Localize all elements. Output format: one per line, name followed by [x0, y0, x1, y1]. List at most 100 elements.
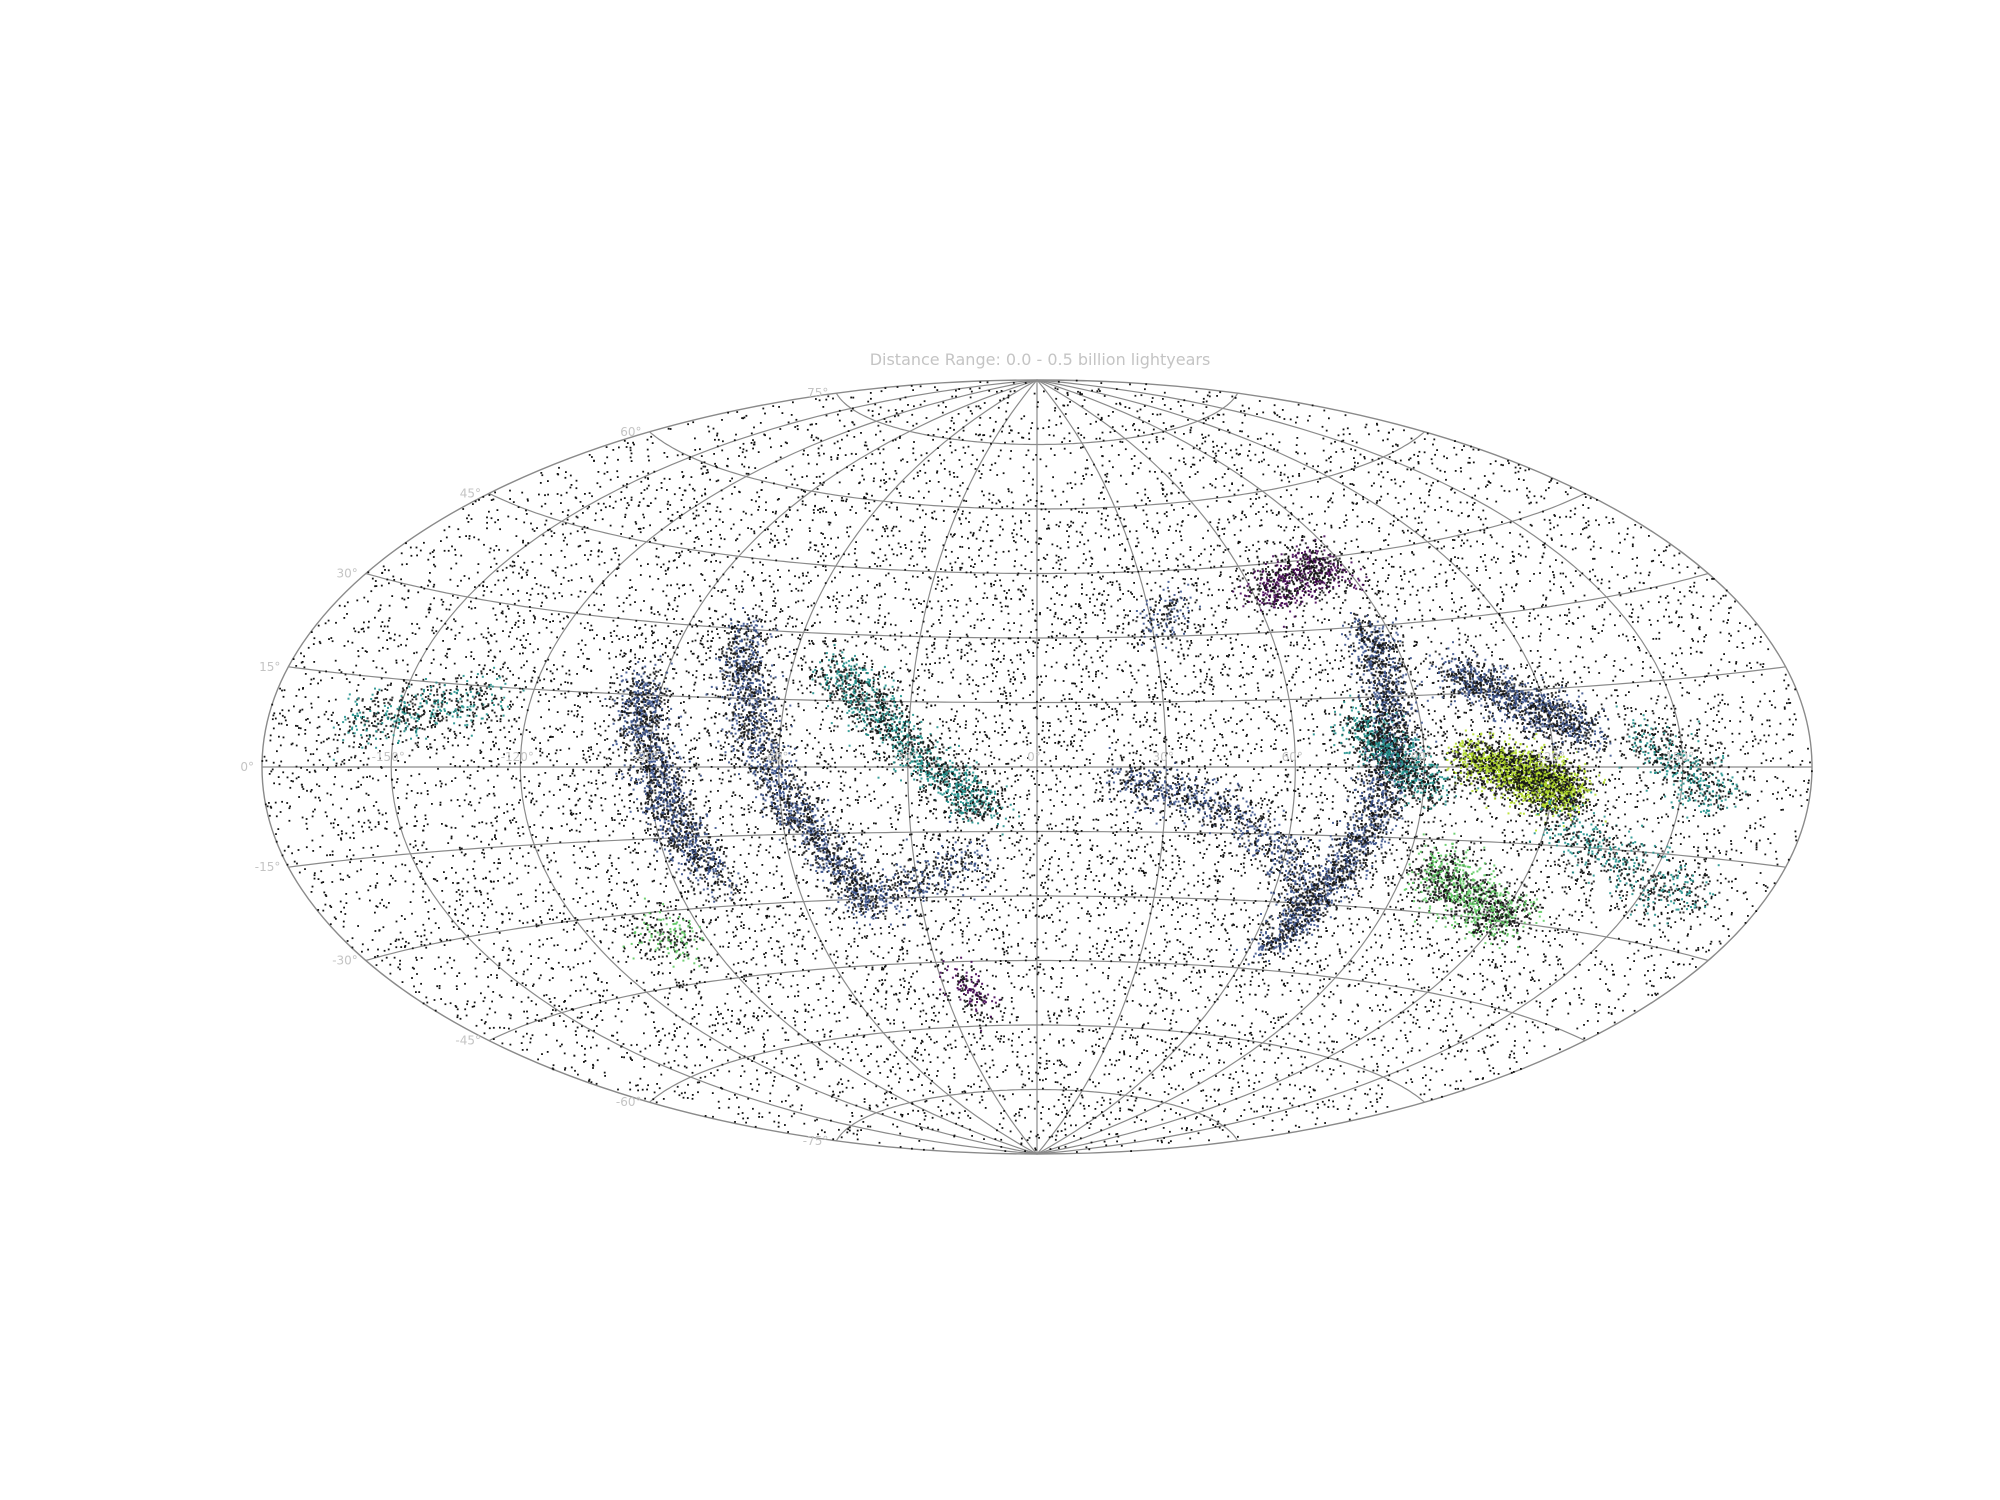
galaxy-point: [978, 1085, 981, 1088]
galaxy-point: [391, 743, 394, 745]
galaxy-point: [1010, 1000, 1013, 1003]
galaxy-point: [367, 571, 370, 574]
galaxy-point: [1423, 840, 1426, 842]
galaxy-point: [669, 639, 672, 642]
galaxy-point: [1520, 1068, 1522, 1070]
galaxy-point: [1353, 465, 1356, 468]
galaxy-point: [996, 909, 998, 911]
galaxy-point: [738, 892, 741, 894]
galaxy-point: [490, 566, 492, 568]
galaxy-point: [1163, 680, 1165, 682]
galaxy-point: [948, 777, 951, 779]
galaxy-point: [879, 548, 882, 551]
galaxy-point: [1206, 581, 1209, 584]
galaxy-point: [1278, 441, 1281, 444]
galaxy-point: [643, 811, 646, 814]
galaxy-point: [1540, 632, 1542, 635]
galaxy-point: [1491, 1043, 1494, 1046]
galaxy-point: [534, 866, 537, 869]
galaxy-point: [969, 1117, 972, 1119]
galaxy-point: [710, 1072, 712, 1074]
galaxy-point: [1536, 890, 1538, 893]
galaxy-point: [1488, 728, 1491, 730]
galaxy-point: [637, 852, 639, 854]
galaxy-point: [1262, 506, 1265, 508]
galaxy-point: [1045, 651, 1048, 653]
galaxy-point: [1258, 630, 1260, 633]
galaxy-point: [1021, 937, 1024, 940]
galaxy-point: [1306, 972, 1309, 975]
galaxy-point: [1424, 1084, 1427, 1087]
galaxy-point: [771, 1084, 774, 1087]
galaxy-point: [1262, 978, 1264, 981]
galaxy-point: [359, 674, 361, 677]
galaxy-point: [1217, 861, 1220, 863]
galaxy-point: [894, 746, 897, 749]
galaxy-point: [1046, 722, 1049, 724]
galaxy-point: [1332, 726, 1335, 729]
galaxy-point: [313, 874, 316, 877]
galaxy-point: [911, 814, 913, 817]
galaxy-point: [877, 806, 880, 809]
galaxy-point: [562, 654, 565, 657]
galaxy-point: [595, 687, 598, 690]
galaxy-point: [938, 1011, 940, 1014]
galaxy-point: [577, 705, 579, 707]
galaxy-point: [690, 970, 693, 973]
galaxy-point: [841, 595, 844, 597]
galaxy-point: [1198, 924, 1201, 927]
galaxy-point: [981, 872, 984, 874]
galaxy-point: [698, 620, 701, 622]
galaxy-point: [376, 873, 378, 875]
galaxy-point: [1181, 1060, 1183, 1063]
galaxy-point: [906, 952, 909, 955]
galaxy-point: [446, 656, 449, 659]
galaxy-point: [1344, 542, 1347, 545]
galaxy-point: [956, 649, 959, 652]
galaxy-point: [1022, 828, 1025, 830]
galaxy-point: [368, 620, 370, 623]
galaxy-point: [1122, 954, 1124, 956]
galaxy-point: [1048, 1136, 1051, 1139]
galaxy-point: [575, 829, 578, 832]
galaxy-point: [1042, 1129, 1045, 1132]
galaxy-point: [333, 916, 336, 919]
galaxy-point: [1626, 917, 1629, 919]
galaxy-point: [1312, 718, 1315, 720]
galaxy-point: [1234, 606, 1236, 609]
galaxy-point: [1574, 570, 1577, 572]
galaxy-point: [1362, 597, 1364, 600]
galaxy-point: [1115, 1059, 1118, 1062]
galaxy-point: [919, 913, 922, 916]
galaxy-point: [1335, 908, 1338, 911]
galaxy-point: [1327, 763, 1330, 766]
galaxy-point: [991, 871, 993, 874]
galaxy-point: [708, 1025, 711, 1028]
galaxy-point: [742, 510, 745, 513]
galaxy-point: [1167, 904, 1169, 907]
galaxy-point: [398, 807, 401, 810]
galaxy-point: [1270, 509, 1273, 512]
galaxy-point: [508, 1027, 510, 1030]
galaxy-point: [773, 1079, 775, 1082]
galaxy-point: [1391, 647, 1393, 650]
galaxy-point: [652, 642, 655, 645]
galaxy-point: [1296, 437, 1299, 439]
galaxy-point: [580, 648, 582, 651]
galaxy-point: [1037, 956, 1040, 959]
galaxy-point: [1336, 820, 1339, 823]
galaxy-point: [361, 825, 363, 828]
galaxy-point: [1272, 541, 1275, 544]
galaxy-point: [1143, 405, 1146, 407]
galaxy-point: [774, 597, 776, 600]
galaxy-point: [1504, 794, 1506, 797]
galaxy-point: [1079, 1102, 1082, 1105]
galaxy-point: [1202, 437, 1205, 439]
galaxy-point: [611, 641, 614, 643]
galaxy-point: [1427, 709, 1430, 712]
galaxy-point: [993, 667, 995, 669]
galaxy-point: [828, 1046, 831, 1049]
galaxy-point: [1110, 1063, 1113, 1066]
galaxy-point: [692, 652, 695, 655]
galaxy-point: [520, 1000, 523, 1003]
